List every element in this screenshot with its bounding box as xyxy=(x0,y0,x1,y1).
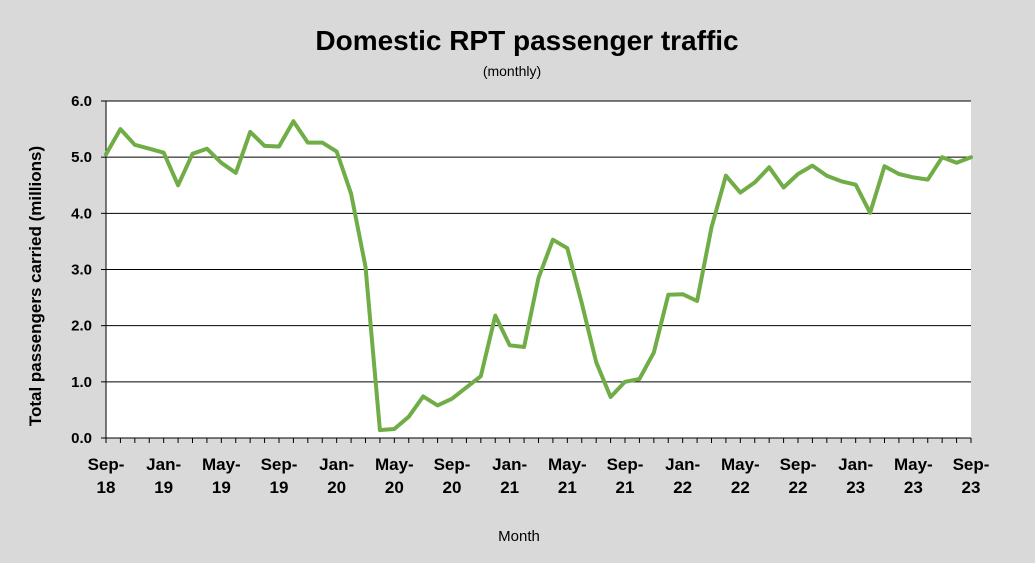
x-tick-label: Sep-21 xyxy=(607,455,644,497)
chart-subtitle: (monthly) xyxy=(483,63,541,79)
y-tick-label: 2.0 xyxy=(71,318,92,335)
x-tick-label: Jan-20 xyxy=(319,455,354,497)
series-line xyxy=(104,119,973,433)
x-tick-label: Sep-20 xyxy=(434,455,471,497)
x-tick-label: May-19 xyxy=(202,455,241,497)
y-tick-label: 5.0 xyxy=(71,149,92,166)
y-tick-label: 4.0 xyxy=(71,205,92,222)
x-tick-label: Jan-21 xyxy=(492,455,527,497)
x-tick-label: Jan-23 xyxy=(838,455,873,497)
x-tick-label: Sep-18 xyxy=(88,455,125,497)
x-tick-label: May-21 xyxy=(548,455,587,497)
x-tick-label: Sep-19 xyxy=(261,455,298,497)
x-tick-label: Jan-22 xyxy=(665,455,700,497)
gridlines xyxy=(106,100,971,383)
x-tick-label: May-20 xyxy=(375,455,414,497)
x-tick-label: Sep-22 xyxy=(780,455,817,497)
y-tick-label: 3.0 xyxy=(71,262,92,279)
x-tick-label: Sep-23 xyxy=(953,455,990,497)
y-tick-label: 0.0 xyxy=(71,430,92,447)
y-tick-label: 1.0 xyxy=(71,374,92,391)
x-tick-label: Jan-19 xyxy=(146,455,181,497)
y-tick-label: 6.0 xyxy=(71,93,92,110)
chart-title: Domestic RPT passenger traffic xyxy=(315,25,738,56)
axes xyxy=(105,101,971,439)
x-axis-ticks: Sep-18 Jan-19 May-19 Sep-19 Jan-20 May-20 Sep-… xyxy=(88,438,990,497)
y-axis-ticks: 0.0 1.0 2.0 3.0 4.0 5.0 6.0 xyxy=(71,93,106,447)
x-tick-label: May-22 xyxy=(721,455,760,497)
y-axis-label: Total passengers carried (millions) xyxy=(26,146,45,426)
x-axis-label: Month xyxy=(498,528,540,545)
x-tick-label: May-23 xyxy=(894,455,933,497)
